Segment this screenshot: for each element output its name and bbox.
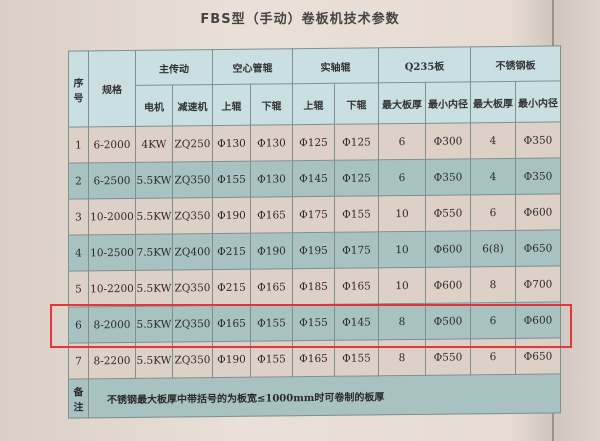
table-cell: Φ350 xyxy=(425,158,471,196)
table-cell: Φ550 xyxy=(425,194,471,232)
table-cell: Φ130 xyxy=(250,124,293,162)
table-cell: Φ190 xyxy=(212,197,251,234)
table-cell: Φ125 xyxy=(334,123,379,161)
table-cell: 4 xyxy=(68,234,89,272)
table-cell: Φ185 xyxy=(292,268,335,305)
table-cell: Φ155 xyxy=(212,161,251,198)
table-cell: Φ125 xyxy=(292,124,335,161)
header-q235-max-thickness: 最大板厚 xyxy=(378,82,426,124)
header-stainless-max-thickness: 最大板厚 xyxy=(470,81,516,123)
table-cell: ZQ350 xyxy=(172,197,213,234)
header-main-drive: 主传动 xyxy=(135,49,213,86)
table-cell: Φ165 xyxy=(334,267,379,305)
note-label: 备注 xyxy=(68,378,89,419)
table-cell: Φ125 xyxy=(334,159,379,197)
table-cell: 3 xyxy=(68,198,89,236)
highlight-box xyxy=(50,304,572,348)
table-cell: Φ350 xyxy=(515,157,561,195)
table-cell: 6 xyxy=(378,159,426,196)
header-hollow-upper: 上辊 xyxy=(212,84,251,126)
spec-table: 序号 规格 主传动 空心管辊 实轴辊 Q235板 不锈钢板 电机 减速机 上辊 … xyxy=(68,45,561,419)
table-cell: 1 xyxy=(68,126,89,164)
header-hollow-roll: 空心管辊 xyxy=(212,48,293,85)
page-title: FBS型（手动）卷板机技术参数 xyxy=(200,12,400,27)
table-cell: Φ215 xyxy=(212,269,251,306)
note-text: 不锈钢最大板厚中带括号的为板宽≤1000mm时可卷制的板厚 xyxy=(88,373,561,418)
header-motor: 电机 xyxy=(135,84,173,127)
table-cell: Φ600 xyxy=(425,266,471,304)
table-cell: 4 xyxy=(470,122,516,159)
table-cell: Φ175 xyxy=(334,231,379,269)
header-spec: 规格 xyxy=(88,50,136,127)
table-cell: 7 xyxy=(68,342,89,380)
table-row: 5 10-2200 5.5KW ZQ350 Φ215 Φ165 Φ185 Φ165 10 Φ600… xyxy=(68,265,561,308)
table-row: 2 6-2500 5.5KW ZQ350 Φ155 Φ130 Φ145 Φ125 6 Φ350 4 Φ… xyxy=(68,157,561,200)
table-cell: Φ600 xyxy=(515,193,561,231)
header-solid-lower: 下辊 xyxy=(334,82,379,125)
header-stainless: 不锈钢板 xyxy=(470,45,561,82)
table-cell: 10-2200 xyxy=(88,270,136,307)
header-q235-min-diameter: 最小内径 xyxy=(425,81,471,124)
table-cell: 4KW xyxy=(135,125,173,163)
table-row: 3 10-2000 5.5KW ZQ350 Φ190 Φ165 Φ175 Φ155 10 Φ550… xyxy=(68,193,561,236)
header-q235: Q235板 xyxy=(378,46,471,83)
table-cell: Φ165 xyxy=(250,268,293,306)
table-cell: ZQ350 xyxy=(172,269,213,306)
table-cell: 8 xyxy=(470,266,516,303)
table-cell: 5.5KW xyxy=(135,197,173,235)
table-cell: Φ700 xyxy=(515,265,561,303)
table-cell: ZQ250 xyxy=(172,125,213,162)
table-cell: 6-2500 xyxy=(88,162,136,199)
table-row: 1 6-2000 4KW ZQ250 Φ130 Φ130 Φ125 Φ125 6 Φ300 4 Φ35… xyxy=(68,121,561,164)
table-row: 4 10-2500 7.5KW ZQ400 Φ215 Φ190 Φ195 Φ175 10 Φ600… xyxy=(68,229,561,272)
header-solid-upper: 上辊 xyxy=(292,83,335,125)
header-stainless-min-diameter: 最小内径 xyxy=(515,80,561,123)
table-cell: 5.5KW xyxy=(135,269,173,307)
table-cell: Φ155 xyxy=(334,195,379,233)
table-cell: 5.5KW xyxy=(135,161,173,199)
table-cell: 6 xyxy=(470,194,516,231)
table-cell: 10 xyxy=(378,195,426,232)
table-cell: 6-2000 xyxy=(88,126,136,163)
table-cell: 10-2500 xyxy=(88,234,136,271)
table-cell: 4 xyxy=(470,158,516,195)
header-solid-roll: 实轴辊 xyxy=(292,47,379,84)
table-cell: Φ190 xyxy=(250,232,293,270)
table-cell: 10 xyxy=(378,231,426,268)
table-cell: ZQ400 xyxy=(172,233,213,270)
table-cell: Φ300 xyxy=(425,122,471,160)
header-reducer: 减速机 xyxy=(172,84,213,126)
table-cell: 6(8) xyxy=(470,230,516,267)
table-cell: Φ130 xyxy=(250,160,293,198)
table-cell: Φ215 xyxy=(212,233,251,270)
table-cell: Φ175 xyxy=(292,196,335,233)
header-hollow-lower: 下辊 xyxy=(250,83,293,126)
table-cell: 2 xyxy=(68,162,89,200)
table-cell: 10-2000 xyxy=(88,198,136,235)
table-cell: 7.5KW xyxy=(135,233,173,271)
table-cell: Φ350 xyxy=(515,121,561,159)
table-cell: 6 xyxy=(378,123,426,160)
table-cell: 10 xyxy=(378,267,426,304)
table-cell: Φ130 xyxy=(212,125,251,162)
table-cell: ZQ350 xyxy=(172,161,213,198)
table-cell: Φ145 xyxy=(292,160,335,197)
table-cell: Φ165 xyxy=(250,196,293,234)
header-seq: 序号 xyxy=(68,50,89,128)
table-cell: Φ600 xyxy=(425,230,471,268)
table-cell: 5 xyxy=(68,270,89,308)
table-cell: Φ195 xyxy=(292,232,335,269)
table-cell: Φ650 xyxy=(515,229,561,267)
